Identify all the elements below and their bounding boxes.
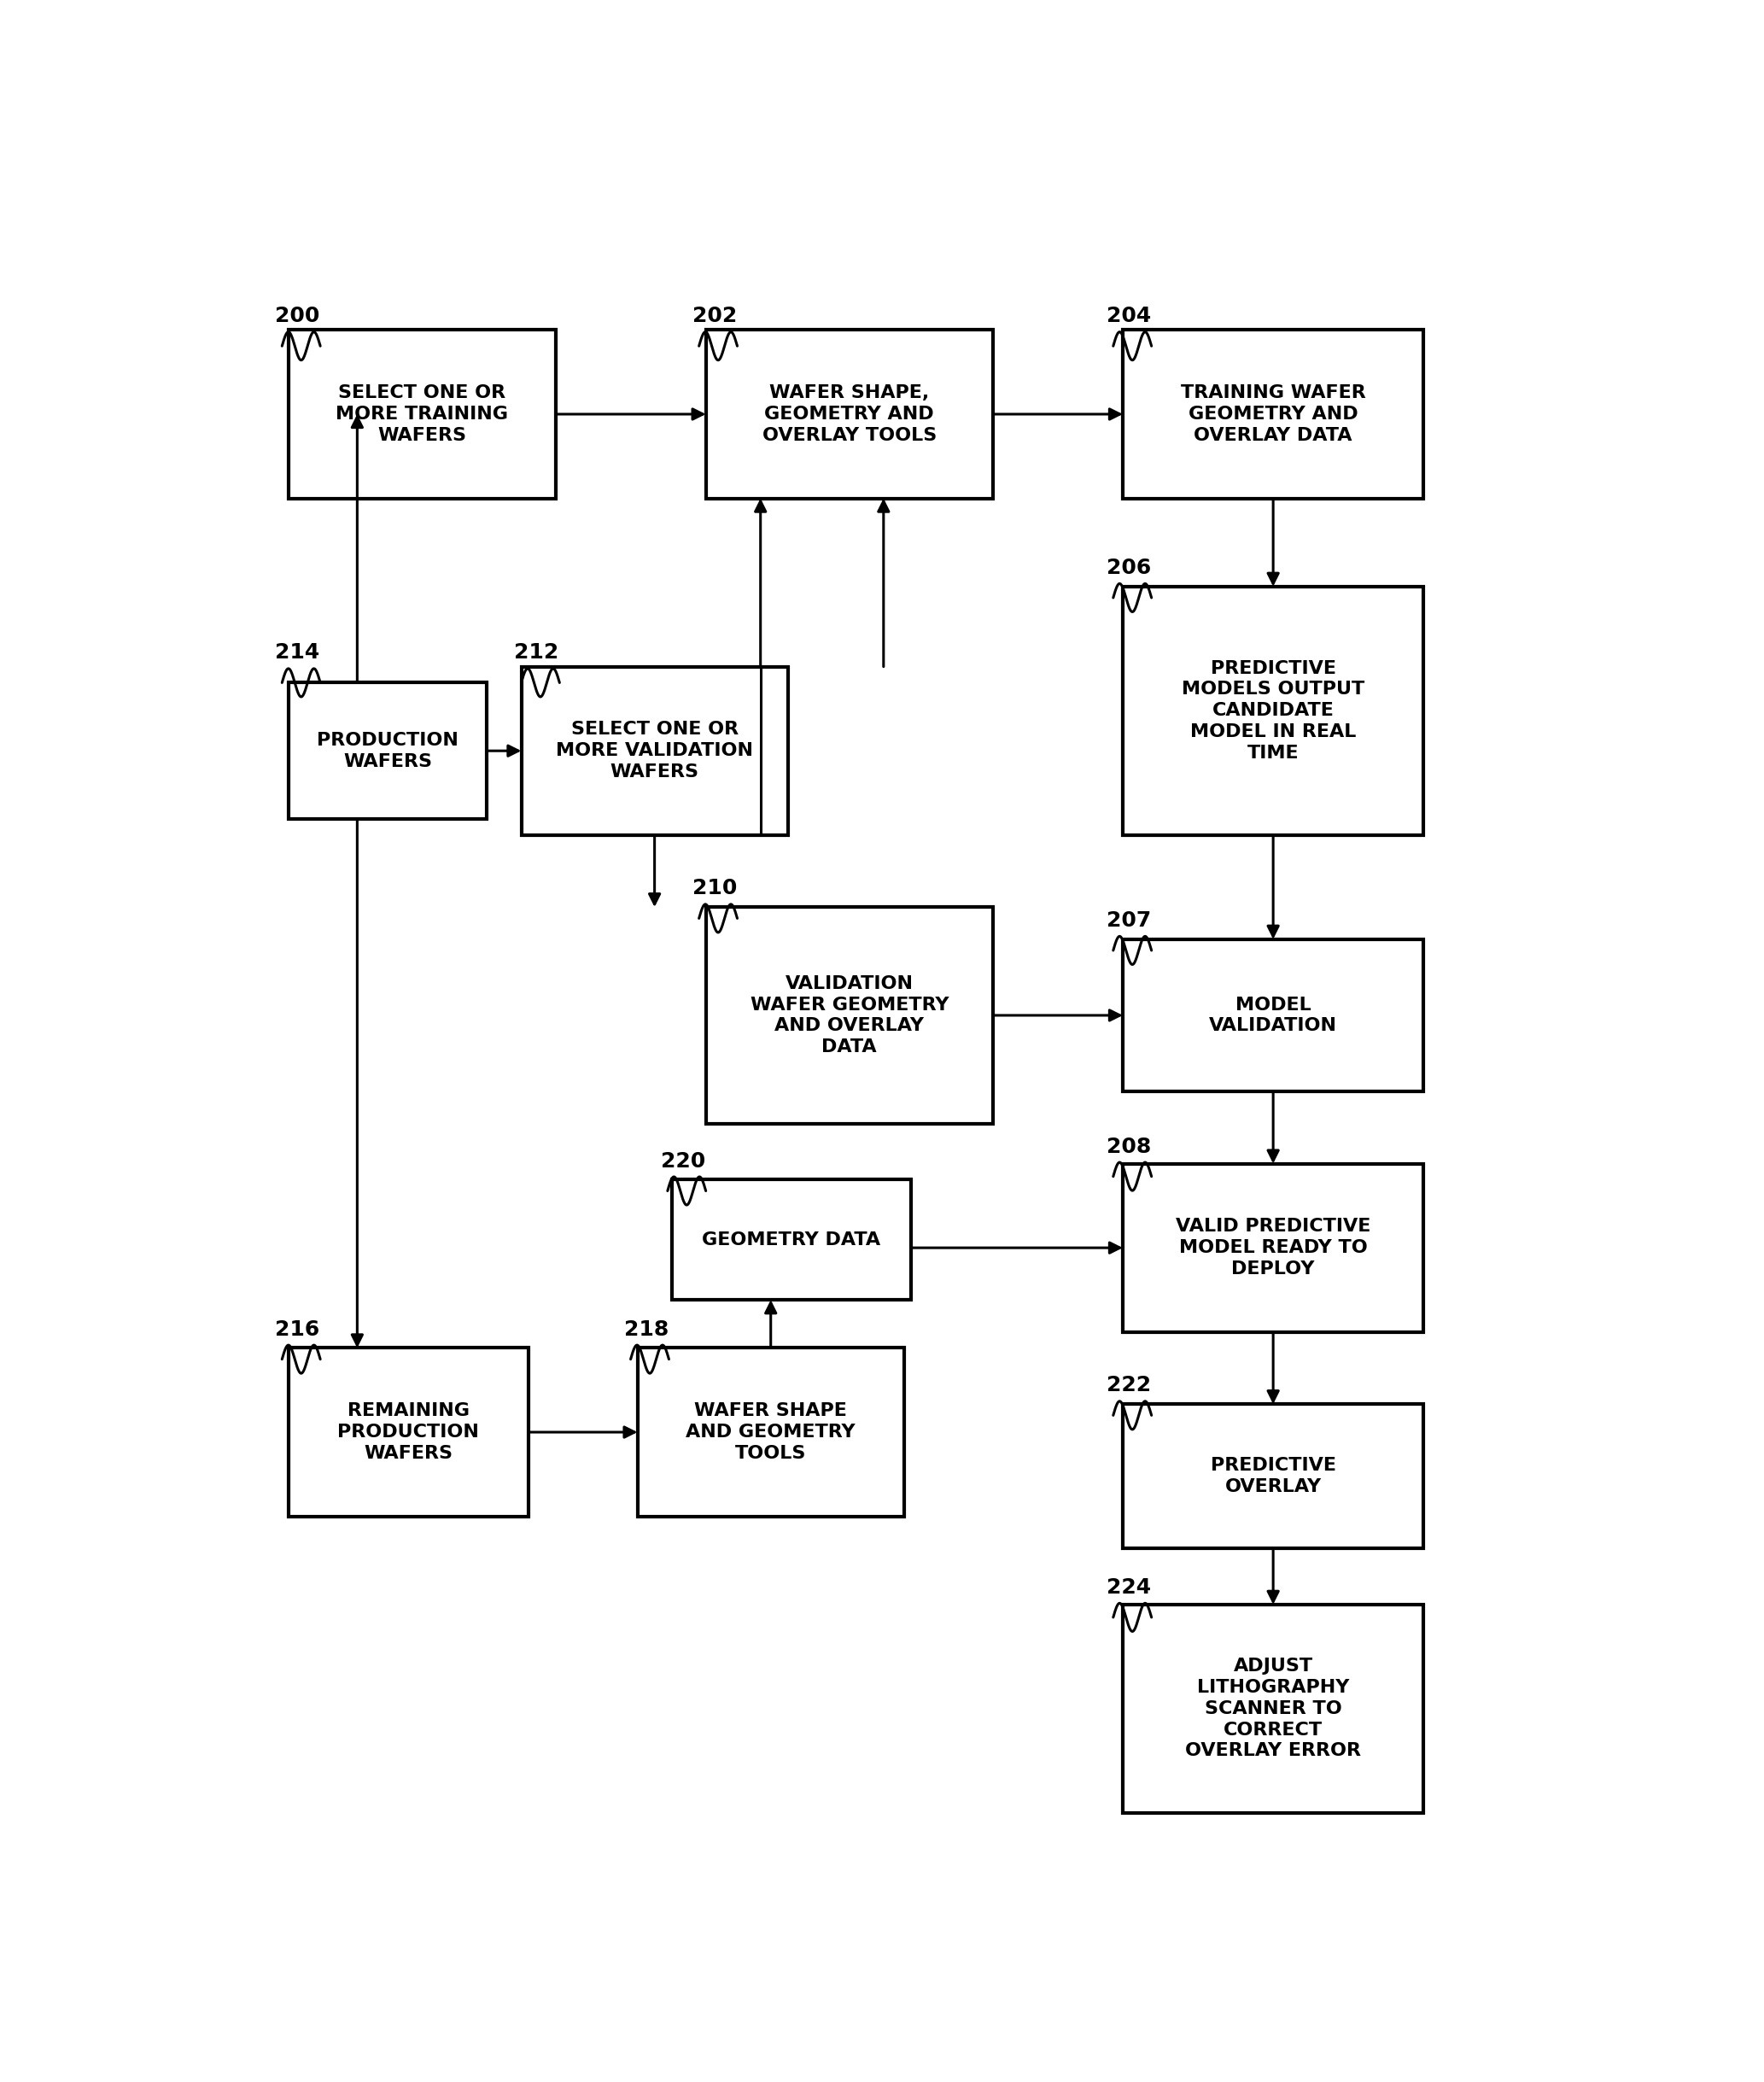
Bar <box>522 666 789 835</box>
Text: TRAINING WAFER
GEOMETRY AND
OVERLAY DATA: TRAINING WAFER GEOMETRY AND OVERLAY DATA <box>1180 385 1365 443</box>
Bar <box>1124 1403 1424 1549</box>
Text: 224: 224 <box>1106 1578 1150 1597</box>
Text: 207: 207 <box>1106 910 1150 931</box>
Text: 204: 204 <box>1106 306 1150 327</box>
Text: PREDICTIVE
OVERLAY: PREDICTIVE OVERLAY <box>1210 1457 1335 1495</box>
Text: REMAINING
PRODUCTION
WAFERS: REMAINING PRODUCTION WAFERS <box>337 1403 480 1462</box>
Text: VALID PREDICTIVE
MODEL READY TO
DEPLOY: VALID PREDICTIVE MODEL READY TO DEPLOY <box>1175 1218 1371 1278</box>
Bar <box>637 1347 905 1516</box>
Text: MODEL
VALIDATION: MODEL VALIDATION <box>1208 995 1337 1035</box>
Text: 214: 214 <box>275 643 319 662</box>
Text: 210: 210 <box>691 879 737 899</box>
Bar <box>706 331 993 498</box>
Text: SELECT ONE OR
MORE VALIDATION
WAFERS: SELECT ONE OR MORE VALIDATION WAFERS <box>556 720 753 781</box>
Text: ADJUST
LITHOGRAPHY
SCANNER TO
CORRECT
OVERLAY ERROR: ADJUST LITHOGRAPHY SCANNER TO CORRECT OV… <box>1185 1657 1362 1759</box>
Text: GEOMETRY DATA: GEOMETRY DATA <box>702 1230 880 1249</box>
Text: 220: 220 <box>662 1151 706 1172</box>
Bar <box>289 331 556 498</box>
Text: SELECT ONE OR
MORE TRAINING
WAFERS: SELECT ONE OR MORE TRAINING WAFERS <box>335 385 508 443</box>
Text: PRODUCTION
WAFERS: PRODUCTION WAFERS <box>318 731 459 770</box>
Text: 222: 222 <box>1106 1376 1150 1395</box>
Bar <box>1124 587 1424 835</box>
Bar <box>289 683 487 818</box>
Bar <box>1124 331 1424 498</box>
Text: 208: 208 <box>1106 1137 1150 1158</box>
Text: WAFER SHAPE,
GEOMETRY AND
OVERLAY TOOLS: WAFER SHAPE, GEOMETRY AND OVERLAY TOOLS <box>762 385 937 443</box>
Bar <box>289 1347 527 1516</box>
Text: WAFER SHAPE
AND GEOMETRY
TOOLS: WAFER SHAPE AND GEOMETRY TOOLS <box>686 1403 856 1462</box>
Text: 218: 218 <box>624 1320 669 1339</box>
Text: 216: 216 <box>275 1320 319 1339</box>
Text: 202: 202 <box>691 306 737 327</box>
Bar <box>672 1180 910 1299</box>
Text: PREDICTIVE
MODELS OUTPUT
CANDIDATE
MODEL IN REAL
TIME: PREDICTIVE MODELS OUTPUT CANDIDATE MODEL… <box>1182 660 1365 762</box>
Bar <box>1124 939 1424 1091</box>
Text: 200: 200 <box>275 306 319 327</box>
Bar <box>706 908 993 1124</box>
Text: 212: 212 <box>515 643 559 662</box>
Text: 206: 206 <box>1106 558 1150 579</box>
Text: VALIDATION
WAFER GEOMETRY
AND OVERLAY
DATA: VALIDATION WAFER GEOMETRY AND OVERLAY DA… <box>750 974 949 1056</box>
Bar <box>1124 1605 1424 1813</box>
Bar <box>1124 1164 1424 1332</box>
